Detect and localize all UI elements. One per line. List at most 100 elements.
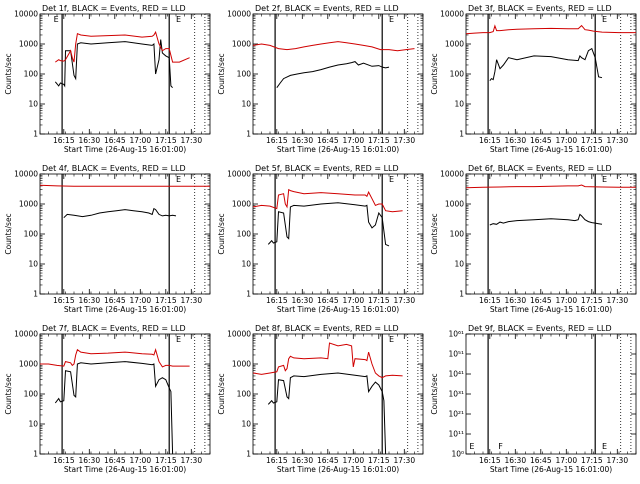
x-tick-label: 16:45 — [104, 296, 126, 305]
y-tick-label: 100 — [237, 230, 252, 239]
x-axis-label: Start Time (26-Aug-15 16:01:00) — [277, 305, 399, 314]
y-axis-label: Counts/sec — [430, 213, 439, 254]
y-tick-label: 10⁴¹ — [448, 370, 464, 379]
x-axis-label: Start Time (26-Aug-15 16:01:00) — [64, 305, 186, 314]
y-tick-label: 10000 — [440, 170, 464, 179]
chart-panel-6: Det 6f, BLACK = Events, RED = LLD 1 10 100 1… — [430, 164, 637, 314]
plot-frame — [252, 333, 424, 455]
series-events-line — [54, 39, 173, 89]
series-events-line — [489, 47, 603, 82]
x-tick-label: 17:00 — [342, 136, 364, 145]
y-tick-label: 10 — [454, 260, 464, 269]
y-axis-label: Counts/sec — [217, 373, 226, 414]
x-axis-label: Start Time (26-Aug-15 16:01:00) — [277, 145, 399, 154]
y-tick-label: 10 — [454, 100, 464, 109]
y-tick-label: 10 — [241, 100, 251, 109]
x-tick-label: 17:00 — [129, 456, 151, 465]
flag-label: E — [389, 335, 394, 344]
y-tick-label: 10000 — [227, 10, 251, 19]
series-events-line — [267, 372, 387, 455]
series-lld-line — [252, 188, 403, 213]
x-tick-label: 16:30 — [504, 296, 526, 305]
y-tick-label: 1 — [459, 290, 464, 299]
y-tick-label: 10 — [28, 260, 38, 269]
y-axis-label: Counts/sec — [430, 53, 439, 94]
x-tick-label: 16:45 — [530, 456, 552, 465]
plot-frame — [252, 13, 424, 135]
y-tick-label: 1 — [33, 450, 38, 459]
x-tick-label: 16:45 — [530, 296, 552, 305]
plot-frame — [39, 13, 211, 135]
y-tick-label: 100 — [450, 70, 465, 79]
x-axis-label: Start Time (26-Aug-15 16:01:00) — [490, 145, 612, 154]
x-tick-label: 16:30 — [78, 456, 100, 465]
x-tick-label: 17:00 — [555, 136, 577, 145]
x-tick-label: 16:30 — [78, 136, 100, 145]
flag-label: E — [389, 175, 394, 184]
series-events-line — [54, 361, 174, 455]
x-tick-label: 17:15 — [368, 136, 390, 145]
y-tick-label: 1000 — [445, 40, 464, 49]
y-tick-label: 10⁵¹ — [448, 350, 464, 359]
chart-panel-4: Det 4f, BLACK = Events, RED = LLD 1 10 100 1… — [4, 164, 211, 314]
x-tick-label: 16:15 — [479, 296, 501, 305]
x-axis-label: Start Time (26-Aug-15 16:01:00) — [490, 465, 612, 474]
x-tick-label: 16:45 — [104, 136, 126, 145]
series-events-line — [489, 213, 603, 226]
y-tick-label: 10000 — [440, 10, 464, 19]
x-tick-label: 16:30 — [291, 456, 313, 465]
x-tick-label: 16:30 — [504, 456, 526, 465]
y-tick-label: 10000 — [227, 170, 251, 179]
flag-label: E — [176, 15, 181, 24]
y-tick-label: 10000 — [14, 10, 38, 19]
y-tick-label: 10²¹ — [448, 410, 464, 419]
x-tick-label: 17:15 — [368, 296, 390, 305]
y-axis-label: Counts/sec — [4, 53, 13, 94]
y-axis-label: Counts/sec — [430, 373, 439, 414]
y-tick-label: 10³¹ — [448, 390, 464, 399]
x-tick-label: 16:15 — [479, 456, 501, 465]
x-tick-label: 16:30 — [291, 136, 313, 145]
x-axis-label: Start Time (26-Aug-15 16:01:00) — [490, 305, 612, 314]
flag-label: E — [176, 175, 181, 184]
x-tick-label: 17:15 — [155, 456, 177, 465]
x-tick-label: 16:45 — [317, 136, 339, 145]
y-tick-label: 10 — [241, 260, 251, 269]
x-tick-label: 17:15 — [368, 456, 390, 465]
chart-title: Det 4f, BLACK = Events, RED = LLD — [42, 164, 186, 173]
y-axis-label: Counts/sec — [217, 213, 226, 254]
y-tick-label: 10 — [241, 420, 251, 429]
y-tick-label: 1 — [246, 450, 251, 459]
x-tick-label: 16:45 — [530, 136, 552, 145]
x-tick-label: 16:45 — [317, 456, 339, 465]
plot-frame — [252, 173, 424, 295]
x-tick-label: 16:15 — [479, 136, 501, 145]
x-tick-label: 17:30 — [393, 136, 415, 145]
y-tick-label: 100 — [24, 70, 39, 79]
y-tick-label: 100 — [237, 390, 252, 399]
plot-frame — [465, 333, 637, 455]
y-axis-label: Counts/sec — [4, 213, 13, 254]
flag-label: E — [176, 335, 181, 344]
x-tick-label: 17:15 — [581, 296, 603, 305]
flag-label: E — [389, 15, 394, 24]
chart-panel-2: Det 2f, BLACK = Events, RED = LLD 1 10 100 1… — [217, 4, 424, 154]
flag-label: E — [602, 442, 607, 451]
chart-title: Det 5f, BLACK = Events, RED = LLD — [255, 164, 399, 173]
y-tick-label: 1000 — [232, 40, 251, 49]
chart-panel-3: Det 3f, BLACK = Events, RED = LLD 1 10 100 1… — [430, 4, 637, 154]
x-tick-label: 17:00 — [129, 296, 151, 305]
y-tick-label: 100 — [237, 70, 252, 79]
y-tick-label: 1 — [246, 130, 251, 139]
series-lld-line — [465, 24, 636, 35]
y-tick-label: 1 — [246, 290, 251, 299]
x-tick-label: 17:30 — [180, 136, 202, 145]
y-tick-label: 1000 — [19, 200, 38, 209]
x-tick-label: 17:15 — [581, 456, 603, 465]
x-tick-label: 17:00 — [555, 296, 577, 305]
y-tick-label: 10⁶¹ — [448, 330, 464, 339]
y-tick-label: 10000 — [14, 330, 38, 339]
x-tick-label: 17:00 — [342, 456, 364, 465]
flag-label: E — [602, 15, 607, 24]
